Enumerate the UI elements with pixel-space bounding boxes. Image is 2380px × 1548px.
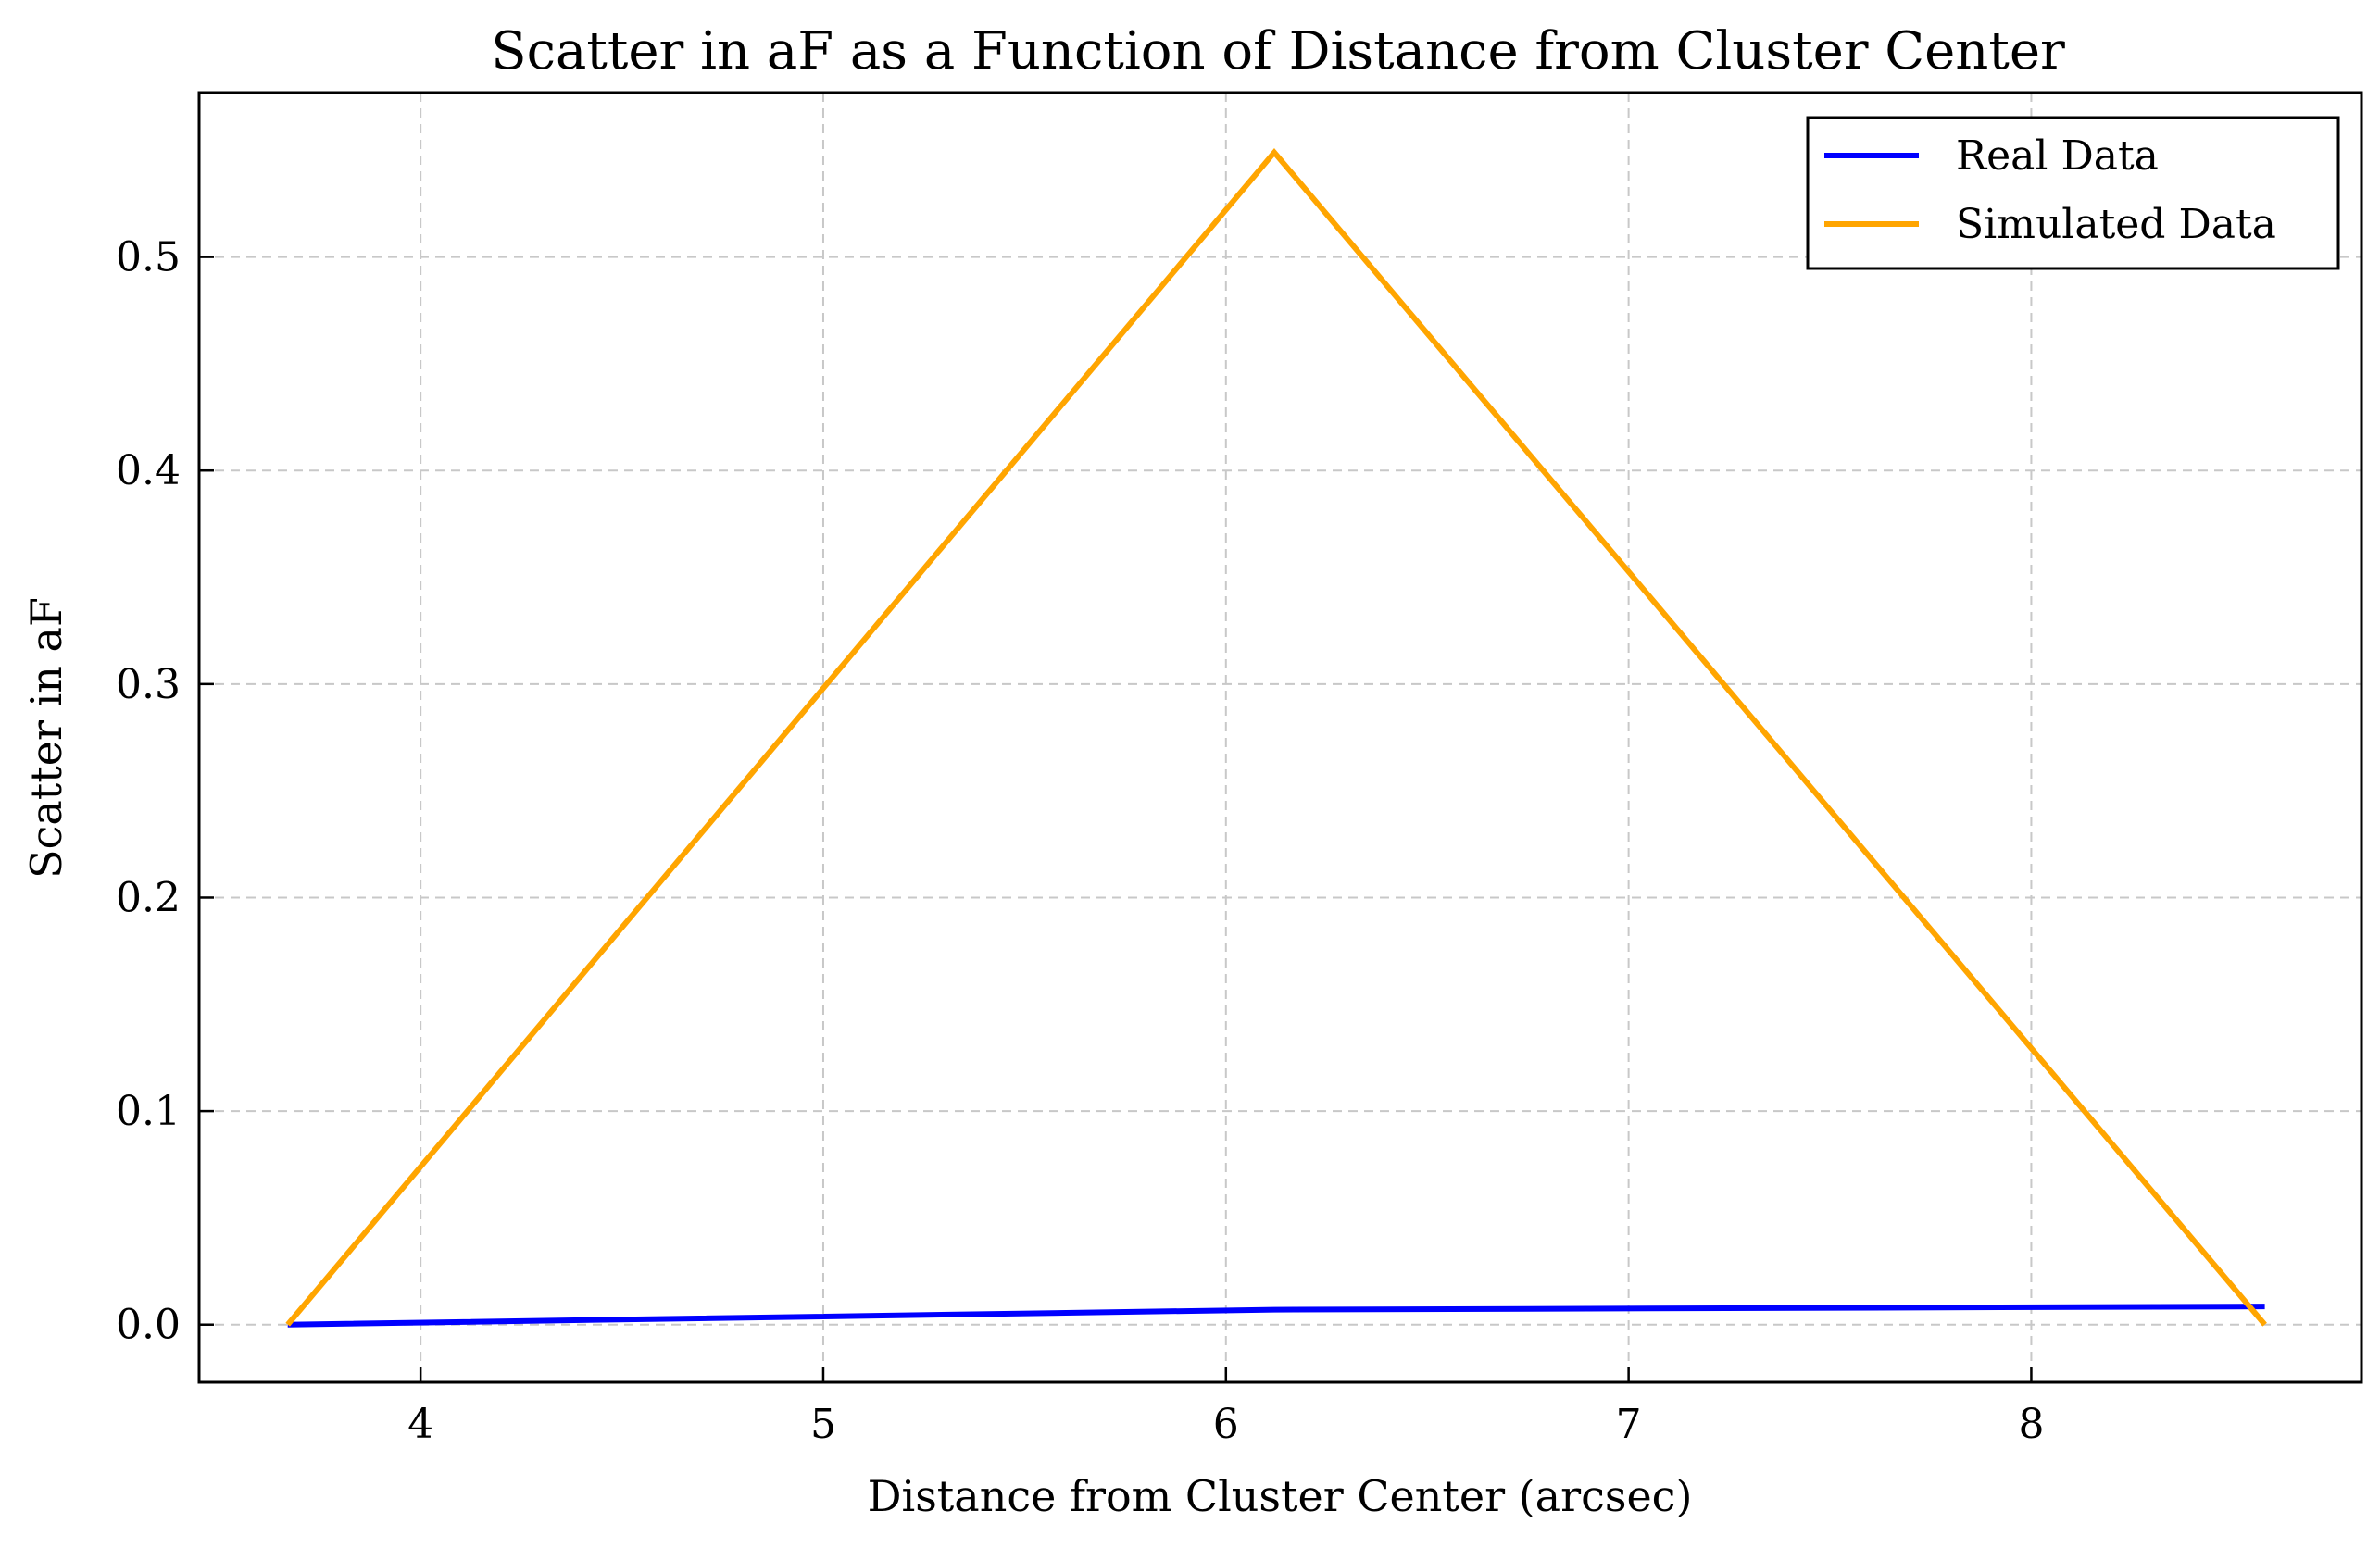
legend-label-simulated-data: Simulated Data	[1956, 201, 2276, 248]
y-tick-label: 0.5	[116, 234, 181, 281]
series-layer	[285, 147, 2267, 1328]
y-tick-label: 0.3	[116, 661, 181, 708]
series-line-real-data	[287, 1304, 2265, 1328]
x-tick-label: 8	[2018, 1401, 2044, 1448]
series-line-simulated-data	[285, 147, 2267, 1327]
y-tick-label: 0.4	[116, 447, 181, 494]
grid	[199, 93, 2361, 1382]
chart-title: Scatter in aF as a Function of Distance …	[491, 21, 2065, 81]
x-tick-label: 4	[407, 1401, 433, 1448]
x-tick-label: 6	[1213, 1401, 1239, 1448]
y-tick-label: 0.1	[116, 1088, 181, 1135]
y-axis-label: Scatter in aF	[21, 597, 71, 879]
x-tick-label: 7	[1616, 1401, 1642, 1448]
y-tick-label: 0.0	[116, 1302, 181, 1349]
x-axis-label: Distance from Cluster Center (arcsec)	[868, 1471, 1693, 1521]
plot-frame	[197, 91, 2363, 1384]
y-tick-label: 0.2	[116, 874, 181, 921]
legend-box	[1806, 116, 2340, 270]
legend: Real Data Simulated Data	[1806, 116, 2340, 270]
legend-label-real-data: Real Data	[1956, 132, 2159, 180]
ticks: 4 5 6 7 8 0.0 0.1 0.2 0.3 0.4 0.5	[116, 234, 2044, 1448]
x-tick-label: 5	[810, 1401, 836, 1448]
